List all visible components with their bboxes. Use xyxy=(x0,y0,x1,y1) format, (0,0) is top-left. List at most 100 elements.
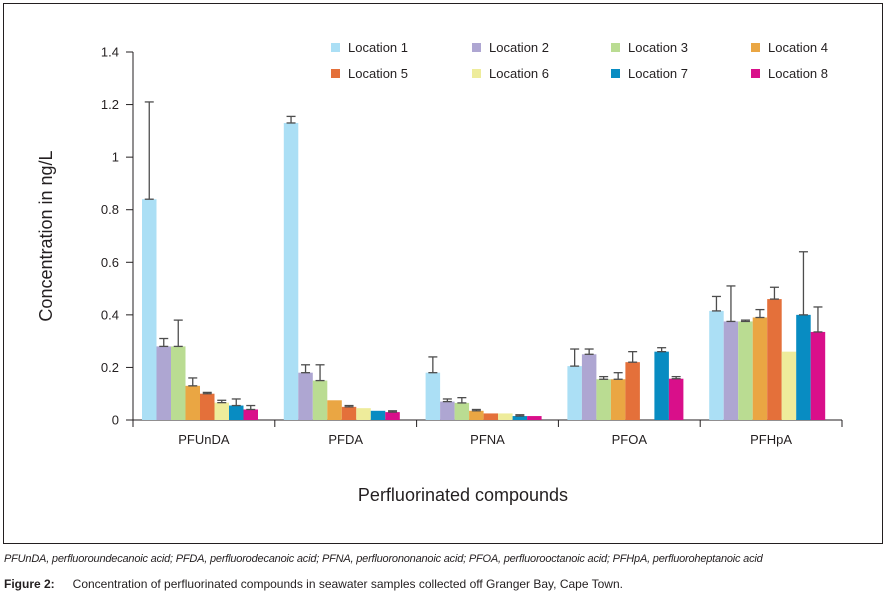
figure-label: Figure 2: xyxy=(4,577,55,591)
bar xyxy=(767,299,782,420)
bar xyxy=(356,408,371,420)
bar xyxy=(327,400,342,420)
legend-item: Location 6 xyxy=(472,66,549,81)
bar xyxy=(283,122,299,420)
legend-label: Location 2 xyxy=(489,40,549,55)
bar xyxy=(527,416,542,420)
legend-label: Location 4 xyxy=(768,40,828,55)
error-bar xyxy=(246,404,256,411)
error-bar xyxy=(173,319,183,348)
error-bar xyxy=(711,295,721,312)
legend-swatch xyxy=(472,69,481,78)
y-tick-label: 0.6 xyxy=(101,255,119,270)
bars xyxy=(142,122,826,420)
x-tick-label: PFUnDA xyxy=(178,432,230,447)
bar xyxy=(581,354,597,420)
bar xyxy=(810,331,826,420)
error-bar xyxy=(301,364,311,374)
error-bar xyxy=(231,398,241,407)
bar xyxy=(469,410,484,420)
error-bar xyxy=(159,337,169,348)
bar xyxy=(625,362,640,420)
bar xyxy=(156,346,171,420)
bar xyxy=(668,378,684,420)
error-bar xyxy=(613,372,623,380)
bar-chart: 00.20.40.60.811.21.4 PFUnDA PFDA PFNA PFOA P… xyxy=(36,40,843,505)
x-tick-label: PFNA xyxy=(470,432,505,447)
bar xyxy=(214,402,229,420)
legend-swatch xyxy=(751,69,760,78)
legend-label: Location 3 xyxy=(628,40,688,55)
bar xyxy=(454,402,470,420)
error-bar xyxy=(726,285,736,323)
figure-frame xyxy=(3,3,883,544)
error-bar xyxy=(740,319,750,323)
error-bar xyxy=(570,348,580,367)
error-bar xyxy=(755,308,765,319)
bar xyxy=(752,317,768,420)
legend-item: Location 2 xyxy=(472,40,549,55)
bar xyxy=(142,199,157,420)
y-tick-label: 1 xyxy=(112,150,119,165)
x-axis: PFUnDA PFDA PFNA PFOA PFHpA xyxy=(126,419,843,447)
error-bar xyxy=(769,286,779,300)
legend-item: Location 5 xyxy=(331,66,408,81)
bar xyxy=(498,413,513,420)
bar xyxy=(341,406,357,420)
y-tick-label: 1.4 xyxy=(101,45,119,60)
x-tick-label: PFDA xyxy=(328,432,363,447)
bar xyxy=(185,385,200,420)
error-bar xyxy=(217,399,227,404)
error-bar xyxy=(813,306,823,333)
y-tick-label: 0.4 xyxy=(101,307,119,322)
bar xyxy=(229,405,244,420)
error-bar xyxy=(428,356,438,374)
bar xyxy=(512,416,528,420)
legend-item: Location 3 xyxy=(611,40,688,55)
y-axis: 0 0.2 0.4 0.6 0.8 1 1.2 1.4 xyxy=(101,45,134,428)
legend-item: Location 8 xyxy=(751,66,828,81)
x-tick-label: PFOA xyxy=(612,432,648,447)
error-bar xyxy=(286,115,296,124)
y-tick-label: 0.2 xyxy=(101,360,119,375)
error-bar xyxy=(584,348,594,355)
bar xyxy=(200,393,215,420)
error-bar xyxy=(457,397,467,404)
legend-label: Location 7 xyxy=(628,66,688,81)
legend-item: Location 4 xyxy=(751,40,828,55)
bar xyxy=(171,346,186,420)
legend-swatch xyxy=(751,43,760,52)
bar xyxy=(781,351,797,420)
bar xyxy=(370,410,386,420)
bar xyxy=(738,321,753,420)
legend-label: Location 1 xyxy=(348,40,408,55)
bar xyxy=(610,379,626,420)
bar xyxy=(312,380,328,420)
legend-swatch xyxy=(331,43,340,52)
y-axis-title: Concentration in ng/L xyxy=(36,150,56,321)
error-bars xyxy=(144,101,823,417)
error-bar xyxy=(315,364,325,382)
bar xyxy=(425,372,441,420)
legend-item: Location 7 xyxy=(611,66,688,81)
error-bar xyxy=(388,410,398,413)
error-bar xyxy=(471,408,481,412)
error-bar xyxy=(671,375,681,380)
error-bar xyxy=(657,347,667,353)
bar xyxy=(723,321,739,420)
y-tick-label: 1.2 xyxy=(101,97,119,112)
error-bar xyxy=(144,101,154,200)
legend: Location 1 Location 2 Location 3 Location 4… xyxy=(331,40,828,81)
bar xyxy=(796,314,811,420)
y-tick-label: 0 xyxy=(112,413,119,428)
bar xyxy=(567,366,582,420)
error-bar xyxy=(798,251,808,316)
bar xyxy=(654,351,669,420)
legend-swatch xyxy=(611,43,620,52)
bar xyxy=(709,310,724,420)
figure-caption-text: Concentration of perfluorinated compound… xyxy=(72,577,623,591)
legend-item: Location 1 xyxy=(331,40,408,55)
legend-swatch xyxy=(611,69,620,78)
bar xyxy=(385,412,400,420)
figure-caption: Figure 2: Concentration of perfluorinated… xyxy=(4,577,623,591)
